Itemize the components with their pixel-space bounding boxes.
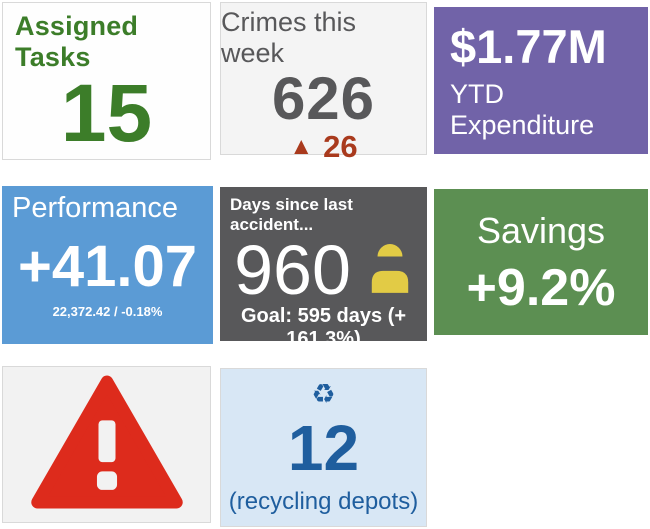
performance-title: Performance <box>12 192 179 224</box>
worker-icon <box>367 243 413 298</box>
accident-value: 960 <box>234 231 351 309</box>
recycling-label: (recycling depots) <box>228 488 419 515</box>
performance-value-block: +41.07 22,372.42 / -0.18% <box>12 225 203 332</box>
expenditure-label: YTD Expenditure <box>450 78 595 140</box>
indicator-accident-days: Days since last accident... 960 Goal: 59… <box>220 187 427 350</box>
warning-icon <box>29 374 185 515</box>
performance-detail: 22,372.42 / -0.18% <box>52 304 163 319</box>
crimes-delta-value: 26 <box>323 129 358 164</box>
crimes-value: 626 <box>271 65 376 132</box>
crimes-title: Crimes this week <box>221 7 357 68</box>
assigned-tasks-value: 15 <box>60 68 153 159</box>
recycle-icon: ♻ <box>311 379 336 410</box>
savings-value: +9.2% <box>466 259 616 317</box>
indicator-crimes: Crimes this week 626 ▲ 26 <box>220 2 427 164</box>
up-triangle-icon: ▲ <box>289 133 314 160</box>
recycling-value: 12 <box>287 412 360 484</box>
performance-value: +41.07 <box>17 234 197 299</box>
indicator-assigned-tasks: Assigned Tasks 15 <box>2 2 211 160</box>
expenditure-value: $1.77M <box>450 20 607 74</box>
assigned-tasks-title: Assigned Tasks <box>15 11 139 72</box>
indicator-performance: Performance +41.07 22,372.42 / -0.18% <box>2 186 213 344</box>
accident-title: Days since last accident... <box>230 195 353 234</box>
accident-goal: Goal: 595 days (+ 161.3%) <box>240 305 407 350</box>
indicator-recycling-depots: ♻ 12 (recycling depots) <box>220 368 427 527</box>
crimes-delta: ▲ 26 <box>289 129 357 165</box>
savings-title: Savings <box>476 210 606 251</box>
indicator-warning <box>2 366 211 523</box>
indicator-savings: Savings +9.2% <box>434 189 648 335</box>
indicator-ytd-expenditure: $1.77M YTD Expenditure <box>434 7 648 154</box>
accident-value-block: 960 <box>230 235 417 305</box>
